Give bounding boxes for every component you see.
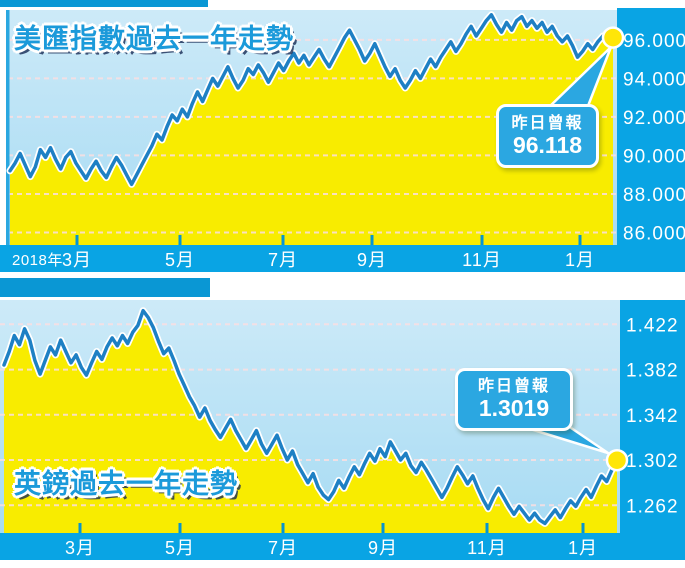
- usd-callout-value: 96.118: [512, 131, 583, 158]
- gbp-y-axis-strip: [620, 300, 685, 560]
- usd-x-axis-strip: [0, 245, 685, 272]
- usd-x-axis-label: 7月: [268, 250, 298, 270]
- gbp-axis-tick: [281, 523, 285, 533]
- gbp-last-price-callout: 昨日曾報 1.3019: [455, 368, 573, 431]
- usd-deco-bar: [0, 0, 208, 7]
- gbp-axis-tick: [485, 523, 489, 533]
- gbp-y-axis-label: 1.342: [626, 406, 679, 427]
- gbp-x-axis-label: 1月: [568, 538, 598, 558]
- usd-x-axis-year-label: 2018年: [12, 252, 63, 269]
- gbp-chart-title: 英鎊過去一年走勢: [14, 469, 238, 499]
- usd-y-axis-strip: [617, 8, 685, 272]
- usd-x-axis-label: 1月: [565, 250, 595, 270]
- usd-y-axis-label: 92.000: [623, 108, 685, 129]
- usd-axis-tick: [370, 235, 374, 245]
- usd-y-axis-label: 86.000: [623, 223, 685, 244]
- usd-x-axis-label: 3月: [62, 250, 92, 270]
- gbp-axis-tick: [78, 523, 82, 533]
- gbp-last-price-dot: [605, 448, 629, 472]
- usd-last-price-dot: [601, 26, 625, 49]
- usd-y-axis-label: 94.000: [623, 69, 685, 90]
- gbp-x-axis-label: 11月: [467, 538, 507, 558]
- usd-x-axis-label: 9月: [357, 250, 387, 270]
- gbp-x-axis-label: 7月: [268, 538, 298, 558]
- usd-x-axis-label: 5月: [165, 250, 195, 270]
- gbp-callout-label: 昨日曾報: [477, 378, 550, 395]
- usd-axis-tick: [281, 235, 285, 245]
- usd-axis-tick: [578, 235, 582, 245]
- usd-price-line: [8, 13, 615, 187]
- gbp-axis-tick: [381, 523, 385, 533]
- gbp-x-axis-label: 9月: [368, 538, 398, 558]
- gbp-x-axis-strip: [0, 533, 685, 560]
- usd-y-axis-label: 96.000: [623, 31, 685, 52]
- usd-last-price-callout: 昨日曾報 96.118: [496, 104, 599, 168]
- gbp-x-axis-label: 3月: [65, 538, 95, 558]
- usd-axis-tick: [75, 235, 79, 245]
- usd-y-axis-label: 90.000: [623, 146, 685, 167]
- gbp-price-line: [2, 308, 619, 526]
- usd-x-axis-label: 11月: [462, 250, 502, 270]
- gbp-x-axis-label: 5月: [165, 538, 195, 558]
- usd-y-axis-label: 88.000: [623, 185, 685, 206]
- gbp-callout-value: 1.3019: [478, 395, 550, 421]
- gbp-axis-tick: [178, 523, 182, 533]
- gbp-axis-tick: [581, 523, 585, 533]
- usd-axis-tick: [480, 235, 484, 245]
- usd-plot-left-border: [6, 10, 10, 245]
- usd-area-fill: [10, 14, 613, 245]
- gbp-y-axis-label: 1.382: [626, 361, 679, 382]
- gbp-y-axis-label: 1.262: [626, 496, 679, 517]
- gbp-y-axis-label: 1.422: [626, 315, 679, 336]
- usd-axis-tick: [178, 235, 182, 245]
- usd-callout-label: 昨日曾報: [511, 114, 584, 132]
- gbp-y-axis-label: 1.302: [626, 451, 679, 472]
- gbp-deco-bar: [0, 278, 210, 297]
- usd-index-chart-title: 美匯指數過去一年走勢: [14, 24, 294, 54]
